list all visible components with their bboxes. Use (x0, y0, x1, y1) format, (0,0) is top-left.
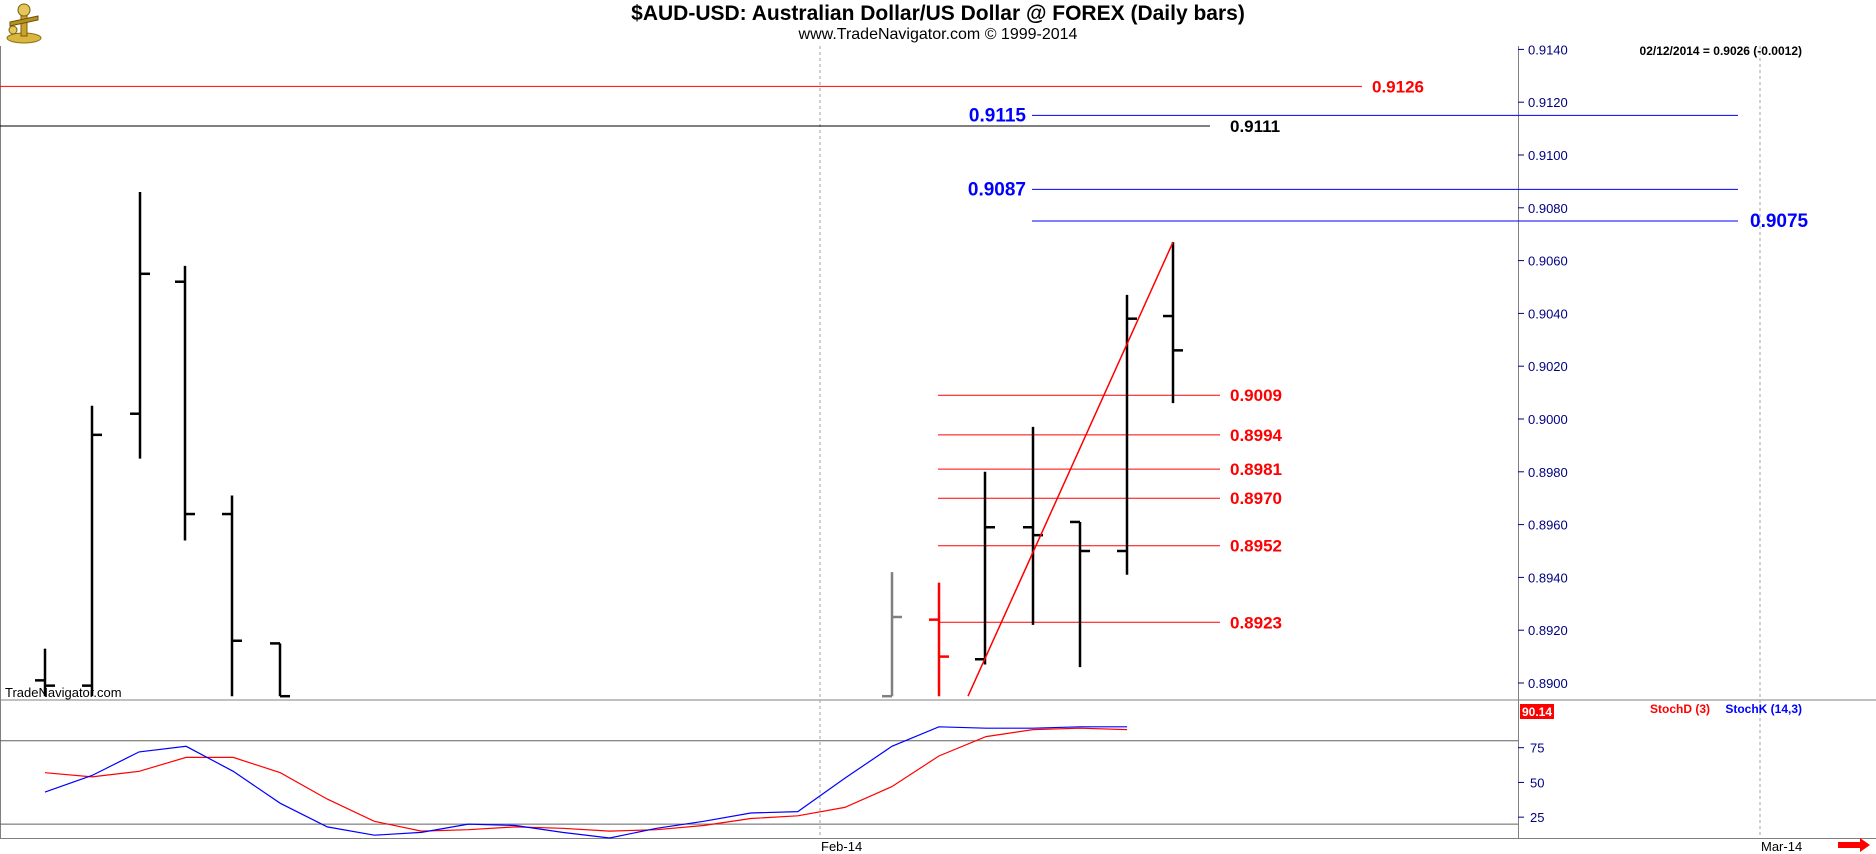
ohlc-bar (1117, 294, 1137, 575)
chart-subtitle: www.TradeNavigator.com © 1999-2014 (798, 26, 1078, 43)
stoch-series-line (44, 727, 1128, 832)
level-label: 0.8994 (1230, 426, 1283, 445)
y-tick-label: 0.8980 (1528, 465, 1568, 480)
chart-header: $AUD-USD: Australian Dollar/US Dollar @ … (0, 0, 1876, 46)
y-tick-label: 0.9040 (1528, 306, 1568, 321)
level-label: 0.8970 (1230, 489, 1282, 508)
trade-navigator-logo-icon (4, 2, 44, 44)
ohlc-bar (270, 642, 290, 698)
stoch-legend-k: StochK (14,3) (1725, 702, 1802, 716)
level-label: 0.9075 (1750, 211, 1809, 232)
level-label: 0.9115 (969, 105, 1026, 126)
stoch-tick-label: 75 (1530, 741, 1544, 756)
ohlc-bar (1163, 242, 1183, 404)
level-label: 0.9111 (1230, 117, 1280, 136)
x-tick-label: Feb-14 (821, 839, 862, 854)
y-tick-label: 0.9000 (1528, 412, 1568, 427)
stoch-legend-d: StochD (3) (1650, 702, 1710, 716)
level-label: 0.9009 (1230, 386, 1282, 405)
stoch-tick-label: 25 (1530, 810, 1544, 825)
ohlc-bar (35, 648, 55, 697)
ohlc-bar (1070, 520, 1090, 668)
right-arrow-icon[interactable] (1838, 838, 1870, 852)
level-label: 0.8952 (1230, 537, 1282, 556)
level-label: 0.9126 (1372, 77, 1424, 96)
x-tick-label: Mar-14 (1761, 839, 1802, 854)
y-tick-label: 0.9100 (1528, 148, 1568, 163)
trend-line (967, 241, 1174, 697)
y-tick-label: 0.9060 (1528, 254, 1568, 269)
ohlc-bar (130, 191, 150, 459)
current-value-badge (1520, 704, 1554, 719)
y-tick-label: 0.8900 (1528, 676, 1568, 691)
y-tick-label: 0.8940 (1528, 570, 1568, 585)
quote-readout: 02/12/2014 = 0.9026 (-0.0012) (1640, 44, 1802, 58)
y-tick-label: 0.8920 (1528, 623, 1568, 638)
ohlc-bar (929, 582, 949, 697)
ohlc-bar (975, 471, 995, 665)
level-label: 0.9087 (968, 179, 1026, 200)
ohlc-bar (175, 265, 195, 541)
level-label: 0.8981 (1230, 460, 1282, 479)
ohlc-bar (222, 495, 242, 697)
y-tick-label: 0.9020 (1528, 359, 1568, 374)
stoch-series-line (44, 726, 1128, 839)
current-value-text: 90.14 (1522, 705, 1552, 719)
chart-title: $AUD-USD: Australian Dollar/US Dollar @ … (631, 2, 1245, 25)
ohlc-bar (82, 405, 102, 697)
y-tick-label: 0.9140 (1528, 42, 1568, 57)
level-label: 0.8923 (1230, 613, 1282, 632)
y-tick-label: 0.9080 (1528, 201, 1568, 216)
y-tick-label: 0.8960 (1528, 518, 1568, 533)
y-tick-label: 0.9120 (1528, 95, 1568, 110)
stoch-tick-label: 50 (1530, 775, 1544, 790)
ohlc-bar (882, 572, 902, 698)
watermark-text: TradeNavigator.com (5, 685, 122, 700)
